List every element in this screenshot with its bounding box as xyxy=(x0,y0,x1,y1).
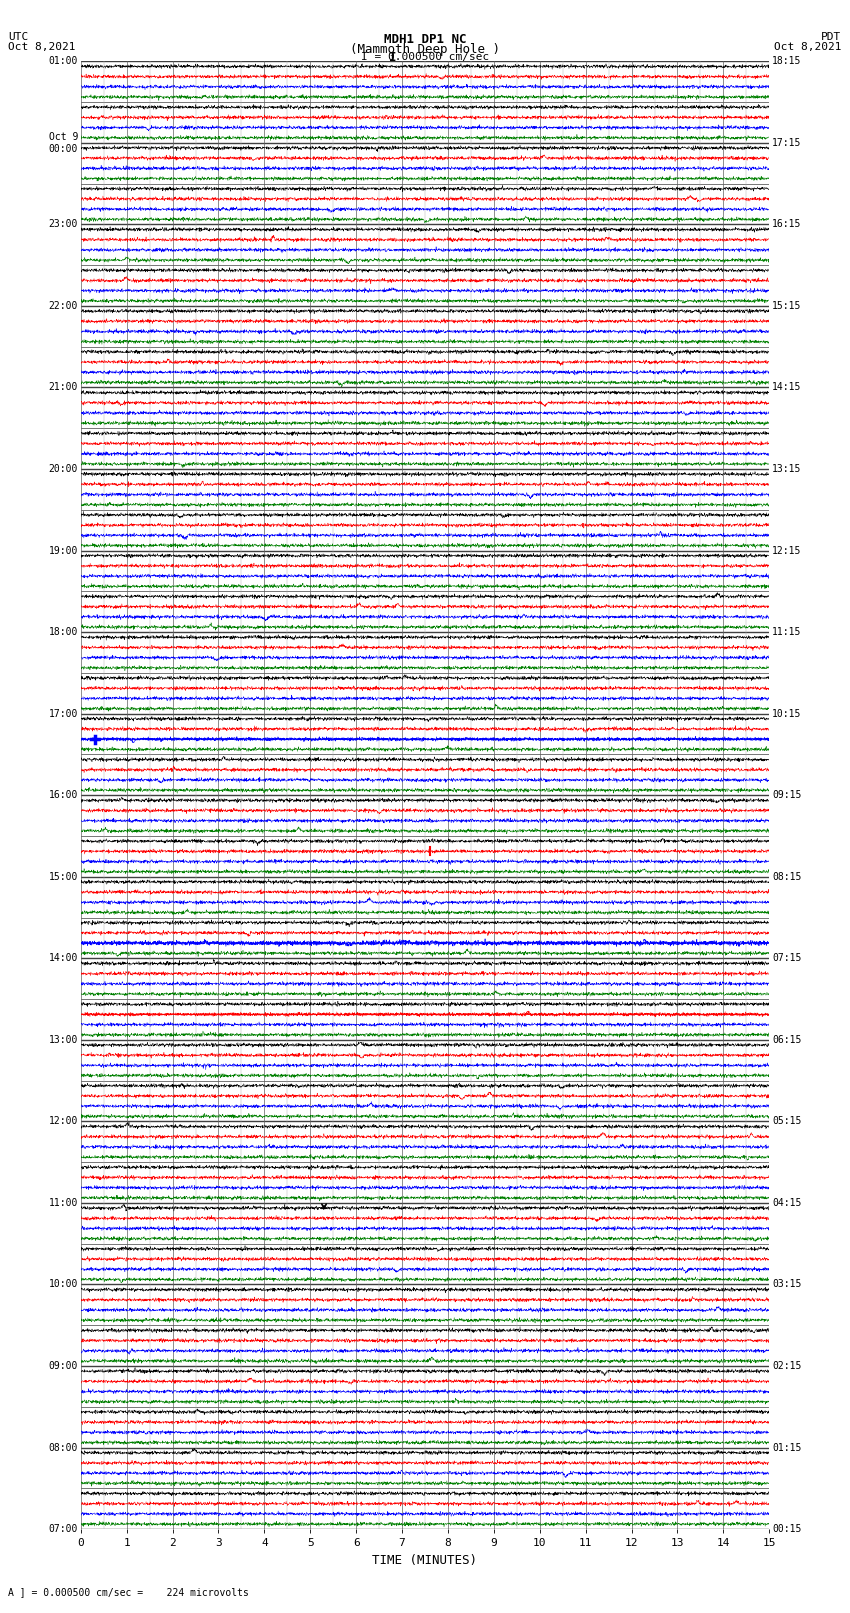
Text: Oct 9
00:00: Oct 9 00:00 xyxy=(48,132,78,153)
Text: A ] = 0.000500 cm/sec =    224 microvolts: A ] = 0.000500 cm/sec = 224 microvolts xyxy=(8,1587,249,1597)
Text: 06:15: 06:15 xyxy=(772,1036,802,1045)
Text: MDH1 DP1 NC: MDH1 DP1 NC xyxy=(383,32,467,47)
Text: Oct 8,2021: Oct 8,2021 xyxy=(774,42,842,52)
Text: 01:15: 01:15 xyxy=(772,1442,802,1453)
Text: 17:00: 17:00 xyxy=(48,708,78,719)
Text: 09:15: 09:15 xyxy=(772,790,802,800)
Text: 01:00: 01:00 xyxy=(48,56,78,66)
Text: 15:00: 15:00 xyxy=(48,871,78,882)
Text: 22:00: 22:00 xyxy=(48,302,78,311)
Text: 00:15: 00:15 xyxy=(772,1524,802,1534)
Text: 07:00: 07:00 xyxy=(48,1524,78,1534)
Text: 05:15: 05:15 xyxy=(772,1116,802,1126)
Text: 17:15: 17:15 xyxy=(772,137,802,148)
Text: 15:15: 15:15 xyxy=(772,302,802,311)
Text: 16:15: 16:15 xyxy=(772,219,802,229)
Text: 12:15: 12:15 xyxy=(772,545,802,555)
Text: 20:00: 20:00 xyxy=(48,465,78,474)
Text: 11:15: 11:15 xyxy=(772,627,802,637)
Text: 13:15: 13:15 xyxy=(772,465,802,474)
Text: 04:15: 04:15 xyxy=(772,1198,802,1208)
Text: I: I xyxy=(389,52,396,65)
Text: 09:00: 09:00 xyxy=(48,1361,78,1371)
Text: 18:15: 18:15 xyxy=(772,56,802,66)
Text: 23:00: 23:00 xyxy=(48,219,78,229)
X-axis label: TIME (MINUTES): TIME (MINUTES) xyxy=(372,1553,478,1566)
Text: 14:15: 14:15 xyxy=(772,382,802,392)
Text: I = 0.000500 cm/sec: I = 0.000500 cm/sec xyxy=(361,52,489,63)
Text: 11:00: 11:00 xyxy=(48,1198,78,1208)
Text: 21:00: 21:00 xyxy=(48,382,78,392)
Text: 18:00: 18:00 xyxy=(48,627,78,637)
Text: PDT: PDT xyxy=(821,32,842,42)
Text: UTC: UTC xyxy=(8,32,29,42)
Text: 08:15: 08:15 xyxy=(772,871,802,882)
Text: 10:15: 10:15 xyxy=(772,708,802,719)
Text: 13:00: 13:00 xyxy=(48,1036,78,1045)
Text: (Mammoth Deep Hole ): (Mammoth Deep Hole ) xyxy=(350,44,500,56)
Text: 07:15: 07:15 xyxy=(772,953,802,963)
Text: 10:00: 10:00 xyxy=(48,1279,78,1289)
Text: 19:00: 19:00 xyxy=(48,545,78,555)
Text: 08:00: 08:00 xyxy=(48,1442,78,1453)
Text: 02:15: 02:15 xyxy=(772,1361,802,1371)
Text: 16:00: 16:00 xyxy=(48,790,78,800)
Text: 03:15: 03:15 xyxy=(772,1279,802,1289)
Text: Oct 8,2021: Oct 8,2021 xyxy=(8,42,76,52)
Text: 12:00: 12:00 xyxy=(48,1116,78,1126)
Text: 14:00: 14:00 xyxy=(48,953,78,963)
